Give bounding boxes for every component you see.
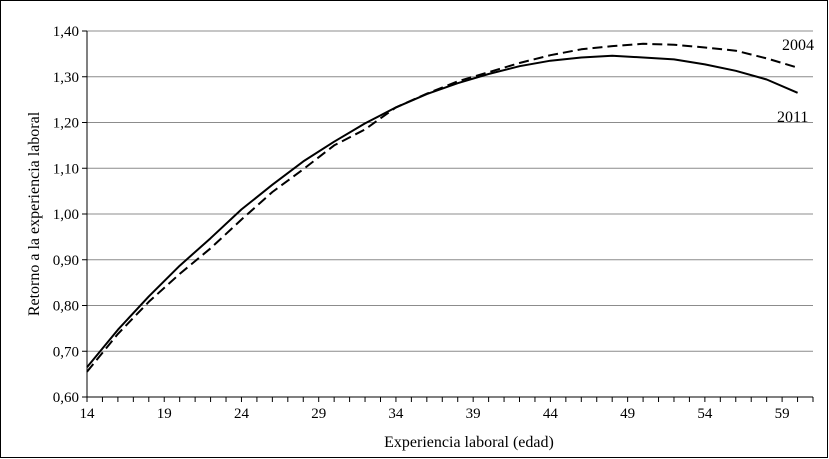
x-axis-title: Experiencia laboral (edad) — [384, 434, 554, 451]
y-tick-label: 0,80 — [53, 299, 79, 315]
series-label-2004: 2004 — [782, 37, 814, 54]
y-tick-label: 1,30 — [53, 70, 79, 86]
labels: 0,60 0,70 0,80 0,90 1,00 1,10 1,20 1,30 1,40 14 19… — [53, 24, 790, 422]
x-tick-label: 54 — [697, 406, 713, 422]
x-tick-label: 14 — [80, 406, 96, 422]
series-line-2011 — [86, 54, 798, 368]
series-lines — [86, 42, 798, 373]
x-tick-label: 34 — [388, 406, 404, 422]
series-line-2004 — [86, 42, 798, 373]
x-tick-label: 29 — [311, 406, 326, 422]
x-tick-label: 44 — [543, 406, 559, 422]
series-label-2011: 2011 — [777, 109, 808, 126]
x-tick-label: 24 — [234, 406, 250, 422]
y-tick-label: 1,00 — [53, 207, 79, 223]
y-tick-label: 0,60 — [53, 390, 79, 406]
y-tick-label: 1,40 — [53, 24, 79, 40]
axes — [82, 30, 814, 402]
x-tick-label: 39 — [466, 406, 481, 422]
y-tick-label: 1,20 — [53, 116, 79, 132]
x-tick-label: 19 — [157, 406, 172, 422]
x-tick-label: 49 — [620, 406, 635, 422]
y-tick-label: 1,10 — [53, 161, 79, 177]
gridlines — [87, 30, 813, 352]
y-axis-title: Retorno a la experiencia laboral — [26, 111, 43, 316]
x-tick-label: 59 — [775, 406, 790, 422]
y-tick-label: 0,90 — [53, 253, 79, 269]
y-tick-label: 0,70 — [53, 344, 79, 360]
